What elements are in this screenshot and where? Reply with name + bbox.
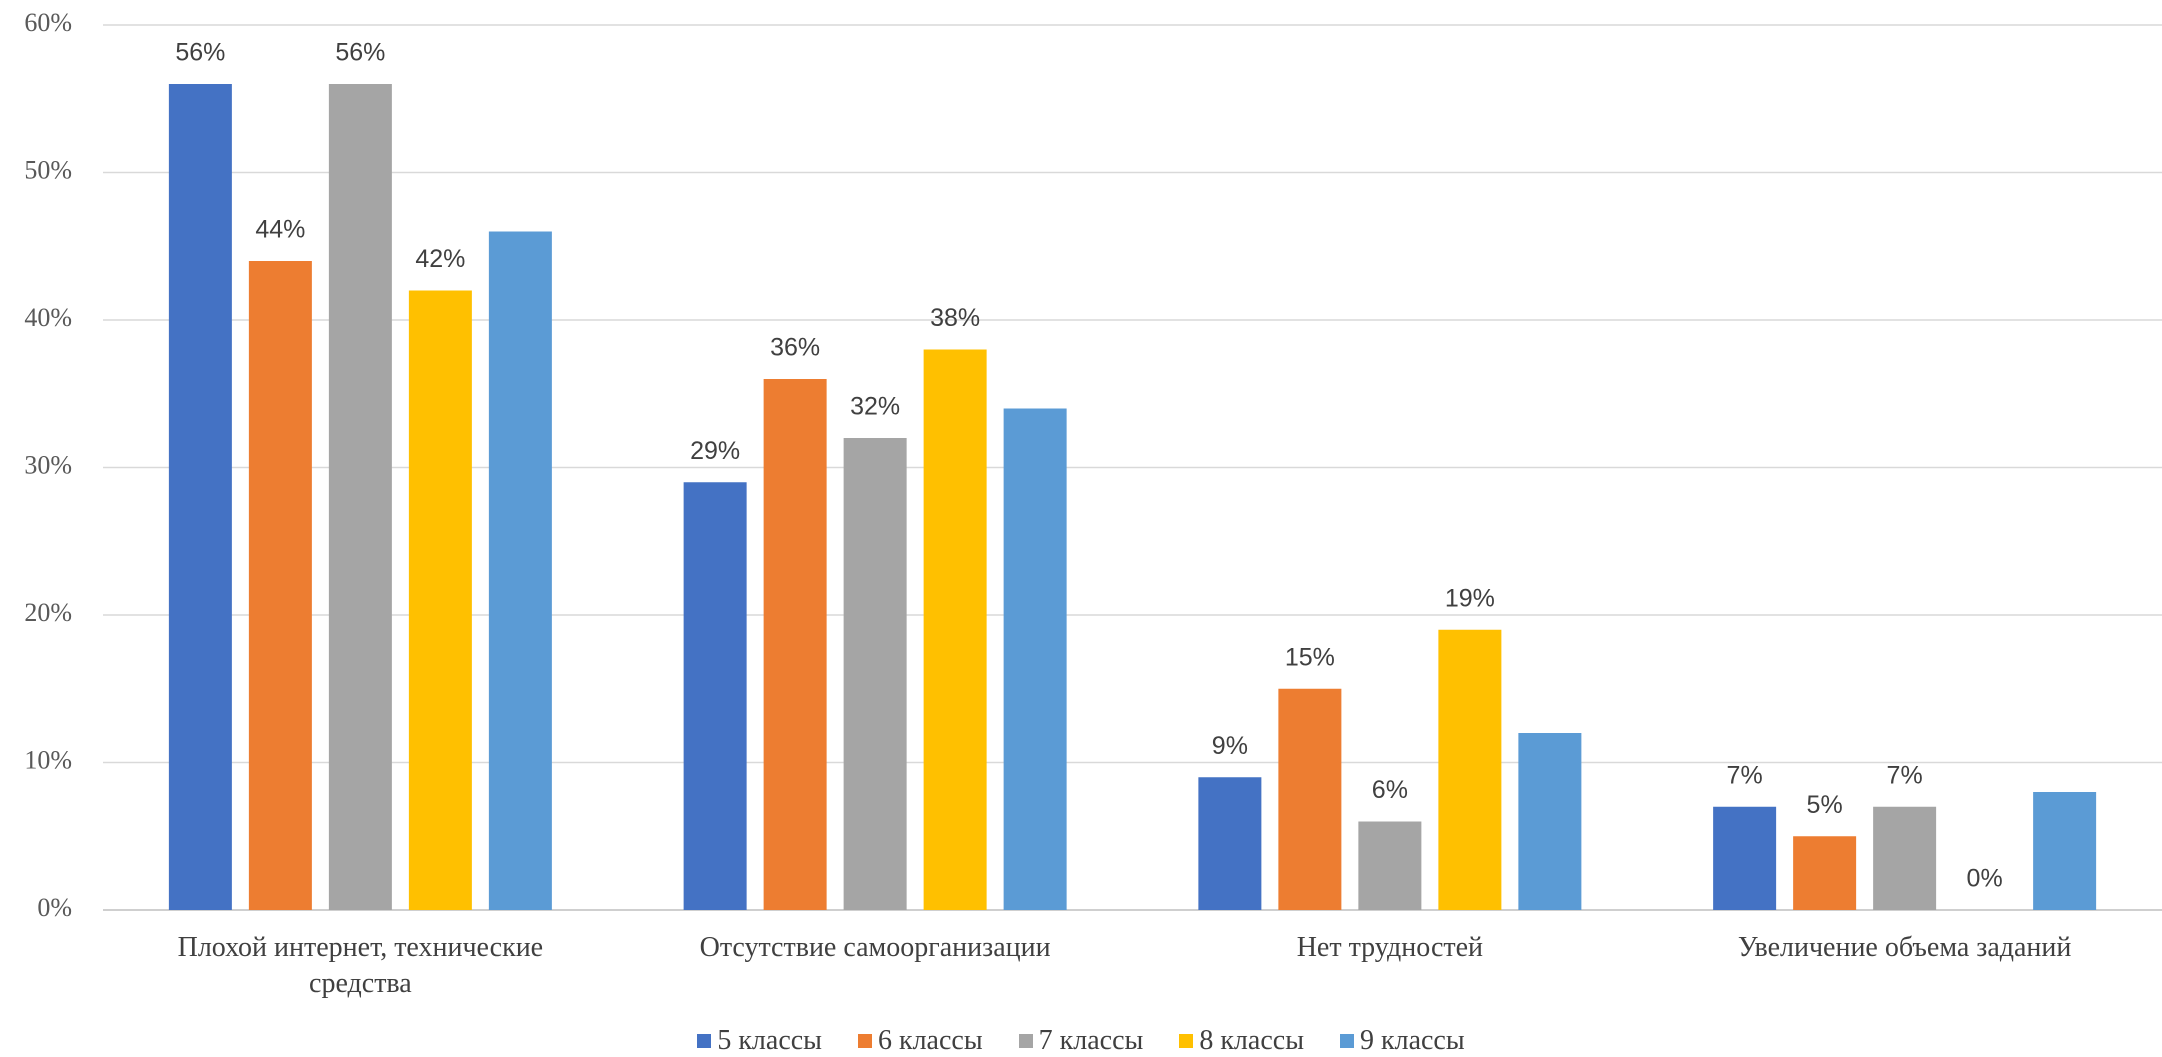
data-label: 15% (1285, 643, 1335, 671)
bar (763, 379, 827, 910)
bar (248, 261, 312, 910)
y-tick-label: 50% (24, 155, 72, 184)
data-label: 56% (335, 39, 385, 67)
bar (1198, 777, 1262, 910)
data-label: 7% (1727, 761, 1763, 789)
bar (408, 290, 472, 910)
legend-item: 5 классы (697, 1025, 822, 1057)
x-tick-label: Увеличение объема заданий (1737, 932, 2072, 963)
bar (923, 349, 987, 910)
legend-label: 5 классы (717, 1025, 822, 1056)
legend-swatch (1179, 1034, 1194, 1048)
bar (683, 482, 747, 910)
y-tick-label: 20% (24, 598, 72, 627)
bar (1358, 821, 1422, 910)
bar (1278, 688, 1342, 910)
data-label: 19% (1445, 584, 1495, 612)
y-tick-label: 40% (24, 303, 72, 332)
legend: 5 классы 6 классы 7 классы 8 классы 9 классы (0, 1025, 2162, 1057)
x-tick-label: Отсутствие самоорганизации (699, 932, 1051, 963)
bar (1003, 408, 1067, 910)
legend-item: 8 классы (1179, 1025, 1304, 1057)
legend-label: 9 классы (1360, 1025, 1465, 1056)
legend-label: 7 классы (1038, 1025, 1144, 1056)
data-label: 56% (175, 39, 225, 67)
legend-label: 8 классы (1199, 1025, 1304, 1056)
bar (2033, 792, 2097, 910)
y-tick-label: 0% (37, 893, 72, 922)
data-label: 29% (690, 437, 740, 465)
bar (1518, 733, 1582, 910)
data-label: 6% (1372, 776, 1408, 804)
bar (843, 438, 907, 910)
legend-swatch (857, 1034, 872, 1048)
x-tick-label: Нет трудностей (1296, 932, 1484, 963)
bar (1793, 836, 1857, 910)
data-label: 0% (1967, 865, 2003, 893)
bar (168, 84, 232, 910)
bar (328, 84, 392, 910)
legend-swatch (1340, 1034, 1354, 1048)
x-tick-label: Плохой интернет, технические средства (177, 932, 544, 999)
bar (1713, 806, 1777, 910)
legend-item: 7 классы (1018, 1025, 1144, 1057)
data-label: 7% (1887, 761, 1923, 789)
legend-label: 6 классы (877, 1025, 983, 1056)
bar (1873, 806, 1937, 910)
y-tick-label: 60% (24, 8, 72, 37)
data-label: 36% (770, 334, 820, 362)
data-label: 38% (930, 304, 980, 332)
data-label: 5% (1807, 791, 1843, 819)
y-tick-label: 30% (24, 450, 72, 479)
legend-swatch (1018, 1034, 1033, 1048)
data-label: 32% (850, 393, 900, 421)
bar (488, 231, 552, 910)
bar (1438, 629, 1502, 910)
data-label: 44% (255, 216, 305, 244)
legend-item: 9 классы (1340, 1025, 1465, 1057)
y-tick-label: 10% (24, 745, 72, 774)
legend-swatch (697, 1034, 712, 1048)
data-label: 9% (1212, 732, 1248, 760)
legend-item: 6 классы (857, 1025, 983, 1057)
data-label: 42% (415, 245, 465, 273)
